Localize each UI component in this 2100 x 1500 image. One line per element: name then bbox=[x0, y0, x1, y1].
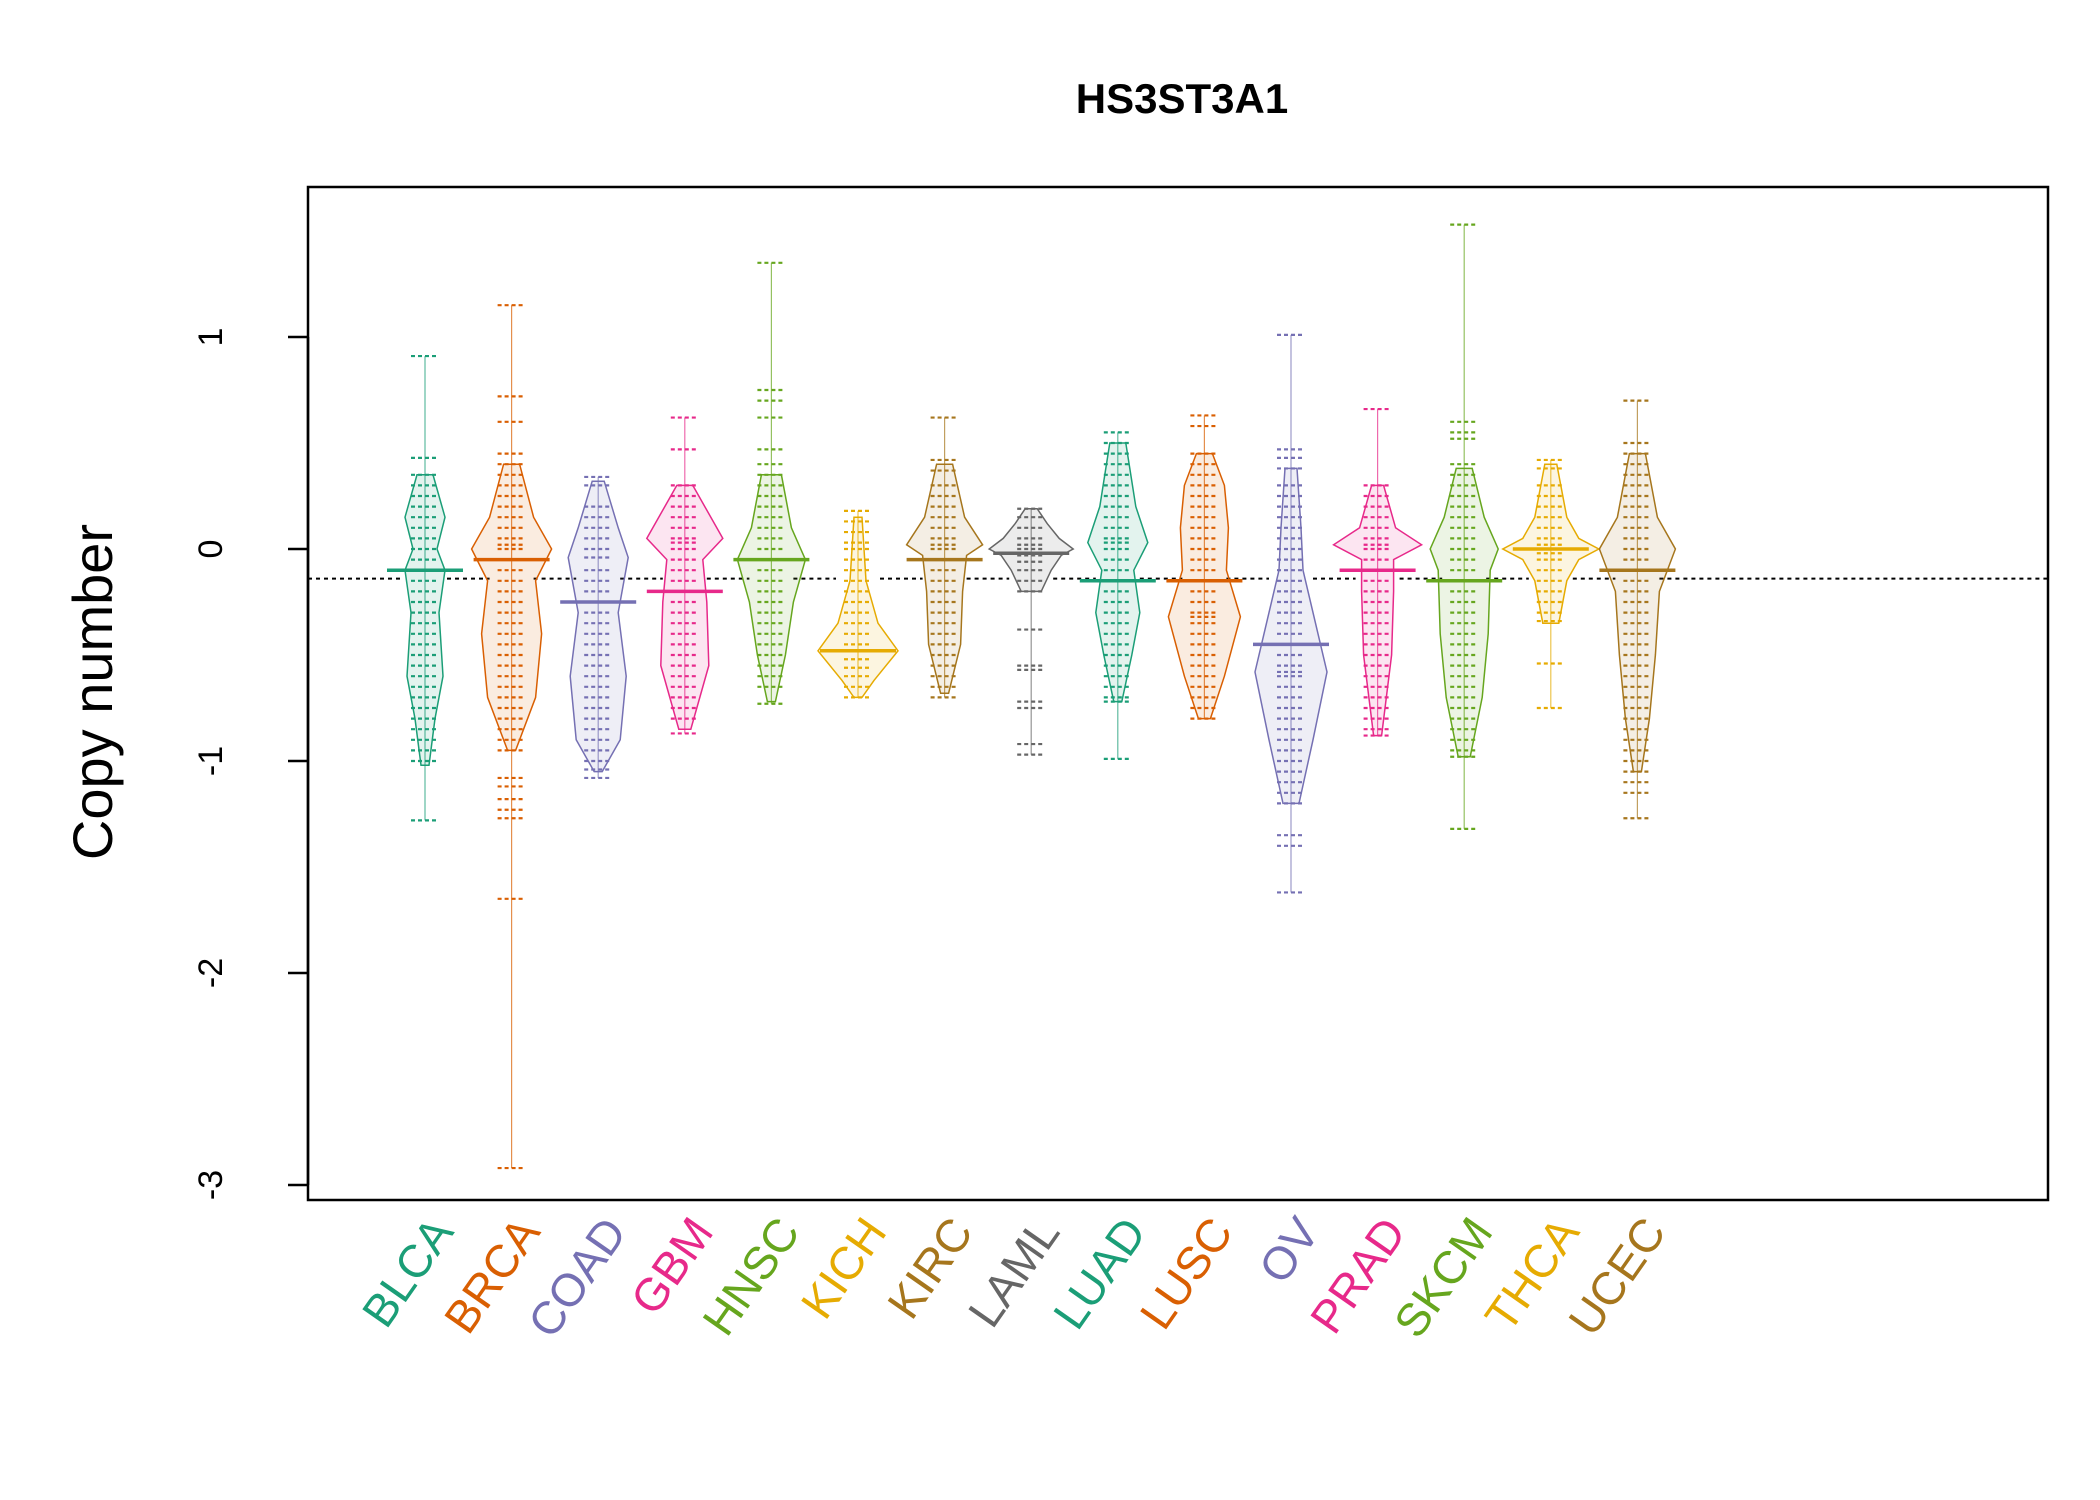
chart-title: HS3ST3A1 bbox=[1076, 75, 1288, 122]
bean-kirc bbox=[905, 416, 984, 699]
bean-luad bbox=[1079, 431, 1156, 760]
bean-kich bbox=[817, 509, 899, 699]
bean-skcm bbox=[1426, 223, 1503, 830]
x-tick-label-ov: OV bbox=[1248, 1208, 1329, 1293]
y-axis-label: Copy number bbox=[61, 524, 124, 860]
y-tick-label: -1 bbox=[192, 746, 230, 776]
x-tick-label-luad: LUAD bbox=[1043, 1208, 1156, 1338]
x-tick-label-lusc: LUSC bbox=[1130, 1208, 1243, 1338]
bean-coad bbox=[560, 475, 637, 780]
x-tick-label-ucec: UCEC bbox=[1558, 1208, 1675, 1345]
y-tick-label: 0 bbox=[192, 540, 230, 559]
plot-frame bbox=[306, 185, 2050, 1202]
x-tick-label-kich: KICH bbox=[791, 1208, 897, 1328]
y-tick-label: -2 bbox=[192, 958, 230, 988]
bean-blca bbox=[387, 354, 463, 822]
bean-ov bbox=[1253, 333, 1329, 894]
bean-thca bbox=[1501, 458, 1601, 710]
x-tick-label-laml: LAML bbox=[958, 1208, 1070, 1336]
bean-hnsc bbox=[733, 261, 810, 705]
bean-laml bbox=[987, 507, 1075, 756]
bean-ucec bbox=[1598, 399, 1677, 820]
y-tick-label: -3 bbox=[192, 1170, 230, 1200]
y-tick-label: 1 bbox=[192, 328, 230, 347]
x-tick-label-hnsc: HNSC bbox=[692, 1208, 809, 1345]
bean-gbm bbox=[645, 416, 724, 735]
bean-lusc bbox=[1166, 414, 1243, 720]
bean-brca bbox=[470, 304, 553, 1170]
bean-prad bbox=[1332, 407, 1424, 737]
